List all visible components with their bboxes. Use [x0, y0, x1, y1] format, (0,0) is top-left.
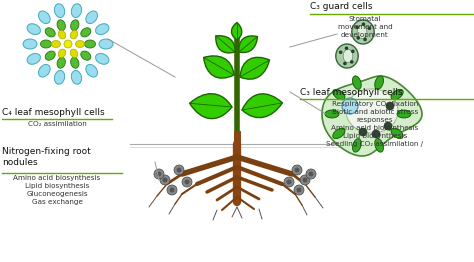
Circle shape: [342, 98, 358, 114]
Polygon shape: [343, 50, 353, 63]
Ellipse shape: [58, 49, 66, 58]
Ellipse shape: [57, 57, 65, 68]
Ellipse shape: [99, 39, 113, 49]
Ellipse shape: [52, 41, 61, 47]
Circle shape: [351, 50, 355, 53]
Circle shape: [359, 128, 367, 136]
Circle shape: [362, 23, 365, 26]
Polygon shape: [357, 25, 367, 39]
Circle shape: [345, 46, 348, 50]
Ellipse shape: [72, 70, 82, 84]
PathPatch shape: [204, 56, 234, 78]
Text: C₄ leaf mesophyll cells: C₄ leaf mesophyll cells: [2, 108, 105, 117]
Ellipse shape: [27, 53, 40, 64]
Polygon shape: [336, 44, 358, 68]
Circle shape: [306, 169, 316, 179]
Ellipse shape: [86, 64, 98, 77]
Circle shape: [160, 175, 170, 185]
Circle shape: [356, 25, 359, 29]
PathPatch shape: [216, 36, 235, 53]
Circle shape: [182, 177, 192, 187]
Ellipse shape: [375, 76, 383, 89]
Text: Nitrogen-fixing root
nodules: Nitrogen-fixing root nodules: [2, 147, 91, 167]
Polygon shape: [346, 89, 398, 133]
Circle shape: [386, 102, 394, 110]
Circle shape: [286, 179, 292, 184]
Ellipse shape: [81, 28, 91, 37]
Circle shape: [156, 172, 162, 177]
PathPatch shape: [239, 36, 257, 52]
Ellipse shape: [27, 24, 40, 35]
Circle shape: [184, 179, 190, 184]
Ellipse shape: [23, 39, 37, 49]
Text: Amino acid biosynthesis
Lipid biosynthesis
Gluconeogenesis
Gas exchange: Amino acid biosynthesis Lipid biosynthes…: [13, 175, 100, 205]
Ellipse shape: [70, 30, 78, 39]
Ellipse shape: [391, 128, 403, 139]
Text: C₃ guard cells: C₃ guard cells: [310, 2, 373, 11]
Ellipse shape: [353, 76, 361, 89]
Circle shape: [363, 38, 367, 41]
Circle shape: [176, 167, 182, 172]
Circle shape: [292, 165, 302, 175]
Circle shape: [167, 185, 177, 195]
Ellipse shape: [86, 11, 98, 24]
Circle shape: [356, 36, 360, 40]
Ellipse shape: [57, 20, 65, 31]
Circle shape: [309, 172, 313, 177]
Circle shape: [174, 165, 184, 175]
Text: C₃ leaf mesophyll cells: C₃ leaf mesophyll cells: [300, 88, 402, 97]
Ellipse shape: [72, 4, 82, 18]
Ellipse shape: [96, 24, 109, 35]
Ellipse shape: [64, 40, 72, 48]
Ellipse shape: [45, 51, 55, 60]
Circle shape: [294, 185, 304, 195]
Circle shape: [339, 51, 342, 54]
Ellipse shape: [333, 89, 345, 100]
Circle shape: [350, 60, 354, 64]
Ellipse shape: [38, 64, 50, 77]
Ellipse shape: [325, 110, 339, 118]
PathPatch shape: [240, 57, 269, 79]
Ellipse shape: [55, 4, 64, 18]
Polygon shape: [352, 20, 374, 44]
Text: Stomatal
movement and
development: Stomatal movement and development: [337, 16, 392, 38]
Ellipse shape: [333, 128, 345, 139]
Ellipse shape: [71, 20, 79, 31]
Ellipse shape: [55, 70, 64, 84]
Polygon shape: [322, 76, 422, 156]
Text: CO₂ assimilation: CO₂ assimilation: [27, 121, 86, 127]
Ellipse shape: [353, 139, 361, 152]
Ellipse shape: [81, 51, 91, 60]
Ellipse shape: [38, 11, 50, 24]
Ellipse shape: [375, 139, 383, 152]
Circle shape: [284, 177, 294, 187]
Ellipse shape: [58, 30, 66, 39]
Ellipse shape: [391, 89, 403, 100]
Ellipse shape: [397, 110, 411, 118]
Circle shape: [163, 177, 167, 183]
Circle shape: [170, 188, 174, 193]
Ellipse shape: [71, 57, 79, 68]
Circle shape: [154, 169, 164, 179]
Circle shape: [294, 167, 300, 172]
Circle shape: [297, 188, 301, 193]
Text: Respiratory CO₂ fixation
Biotic and abiotic stress
responses
Amino acid biosynth: Respiratory CO₂ fixation Biotic and abio…: [327, 101, 424, 147]
Circle shape: [302, 177, 308, 183]
PathPatch shape: [190, 94, 232, 119]
Circle shape: [343, 62, 347, 65]
PathPatch shape: [242, 94, 283, 118]
Ellipse shape: [40, 40, 52, 48]
Circle shape: [368, 26, 371, 30]
Ellipse shape: [45, 28, 55, 37]
Ellipse shape: [96, 53, 109, 64]
Ellipse shape: [70, 49, 78, 58]
PathPatch shape: [231, 23, 242, 40]
Ellipse shape: [84, 40, 95, 48]
Circle shape: [300, 175, 310, 185]
Circle shape: [372, 130, 380, 138]
Ellipse shape: [75, 41, 84, 47]
Circle shape: [384, 122, 392, 130]
